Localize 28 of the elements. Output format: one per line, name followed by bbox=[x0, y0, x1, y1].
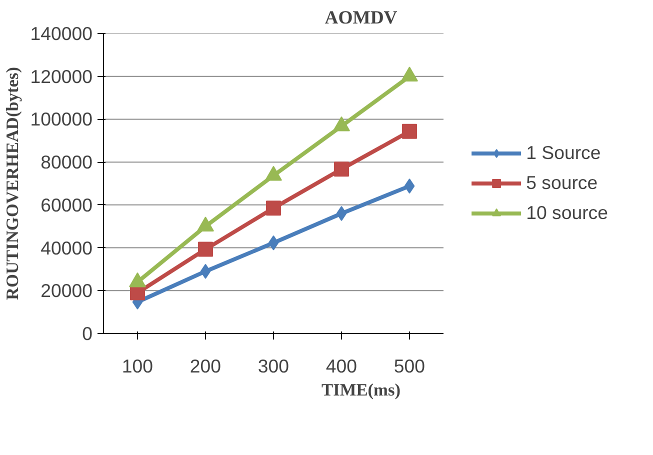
point bbox=[268, 235, 279, 250]
point bbox=[130, 285, 145, 300]
x-tick-label: 500 bbox=[394, 356, 426, 376]
y-tick-label: 100000 bbox=[30, 108, 93, 130]
x-tick-label: 300 bbox=[258, 356, 290, 376]
legend-label: 10 source bbox=[526, 202, 608, 224]
point bbox=[198, 242, 213, 257]
x-tick-label: 100 bbox=[122, 356, 154, 376]
y-tick-label: 80000 bbox=[40, 152, 93, 173]
x-axis-title: TIME(ms) bbox=[322, 380, 401, 400]
point bbox=[404, 178, 415, 194]
y-axis-title: ROUTINGOVERHEAD(bytes) bbox=[3, 66, 22, 300]
legend-label: 1 Source bbox=[526, 142, 601, 164]
point bbox=[402, 124, 417, 139]
y-tick-label: 40000 bbox=[40, 237, 93, 258]
legend-label: 5 source bbox=[526, 172, 598, 194]
y-tick-label: 20000 bbox=[40, 280, 93, 302]
y-tick-label: 120000 bbox=[30, 66, 93, 87]
y-tick-label: 140000 bbox=[30, 23, 93, 44]
point bbox=[200, 264, 211, 279]
point bbox=[266, 200, 281, 216]
point bbox=[336, 206, 347, 221]
y-tick-label: 60000 bbox=[40, 194, 93, 216]
x-tick-label: 200 bbox=[190, 356, 222, 376]
point bbox=[334, 162, 349, 177]
x-tick-label: 400 bbox=[326, 356, 358, 376]
y-tick-label: 0 bbox=[82, 323, 93, 344]
chart-title: AOMDV bbox=[324, 8, 398, 28]
